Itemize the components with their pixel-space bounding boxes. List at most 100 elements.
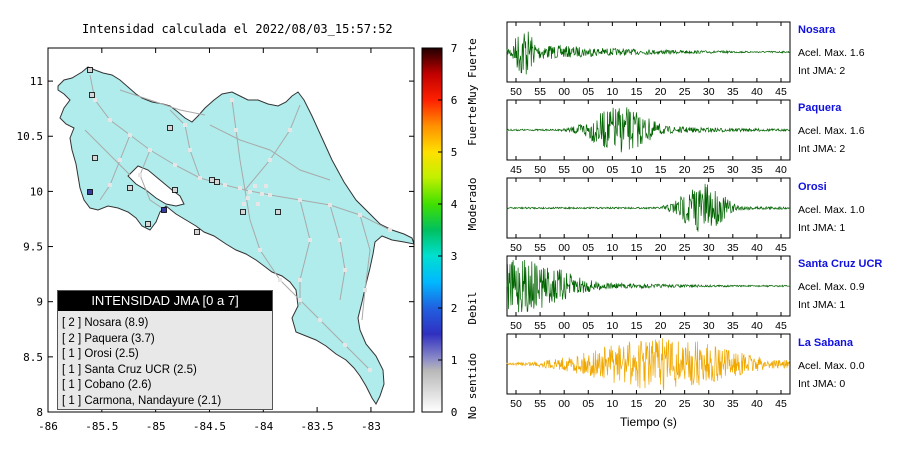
road [231, 99, 246, 191]
waveform-x-tick-label: 45 [775, 320, 787, 332]
station-marker [172, 187, 178, 193]
waveform-x-tick-label: 20 [655, 242, 667, 254]
waveform-panel: 50 55 00 05 10 15 20 25 30 35 40 45 [506, 333, 791, 410]
town-marker [230, 98, 234, 102]
x-axis-label: Tiempo (s) [620, 415, 677, 429]
waveform-panel: 50 55 00 05 10 15 20 25 30 35 40 45 [506, 21, 791, 98]
waveform-x-tick-label: 25 [679, 242, 691, 254]
colorbar-category-label: Muy Fuerte [466, 38, 479, 104]
waveform-x-tick-label: 50 [534, 164, 546, 176]
town-marker [242, 202, 246, 206]
road [84, 129, 131, 176]
intensity-colorbar: 0 1 2 3 4 5 6 7 No sentido Debil Moderado Fuerte Muy… [421, 38, 479, 419]
station-marker [161, 207, 167, 213]
station-acel-paquera: Acel. Max. 1.6 [798, 125, 865, 137]
town-marker [108, 118, 112, 122]
town-marker [388, 228, 392, 232]
town-marker [264, 184, 268, 188]
waveform-x-tick-label: 55 [558, 164, 570, 176]
town-marker [138, 173, 142, 177]
waveform-panel: 50 55 00 05 10 15 20 25 30 35 40 45 [506, 177, 791, 254]
town-marker [198, 176, 202, 180]
road [119, 89, 206, 116]
town-marker [223, 183, 227, 187]
waveform-x-tick-label: 00 [558, 398, 570, 410]
waveform-x-tick-label: 35 [727, 86, 739, 98]
town-marker [260, 192, 264, 196]
legend-item: [ 2 ] Paquera (3.7) [62, 332, 155, 345]
waveform-x-tick-label: 50 [510, 398, 522, 410]
waveform-x-tick-label: 00 [558, 86, 570, 98]
waveform-x-tick-label: 15 [631, 86, 643, 98]
map-frame [47, 47, 415, 413]
waveform-x-tick-label: 30 [727, 164, 739, 176]
waveform-panel: 45 50 55 00 05 10 15 20 25 30 35 40 [506, 99, 791, 176]
waveform-x-tick-label: 10 [607, 242, 619, 254]
waveform-x-tick-label: 15 [655, 164, 667, 176]
town-marker [298, 198, 302, 202]
town-marker [238, 186, 242, 190]
road [244, 189, 371, 371]
waveform-x-tick-label: 45 [775, 86, 787, 98]
colorbar-tick-label: 4 [451, 198, 458, 211]
waveform-x-tick-label: 40 [751, 398, 763, 410]
waveform-trace [506, 31, 791, 75]
station-acel-la-sabana: Acel. Max. 0.0 [798, 360, 865, 372]
station-name-orosi: Orosi [798, 181, 827, 193]
waveform-x-tick-label: 20 [655, 320, 667, 332]
waveform-x-tick-label: 35 [727, 320, 739, 332]
waveform-x-tick-label: 45 [775, 242, 787, 254]
waveform-x-tick-label: 40 [775, 164, 787, 176]
waveform-x-tick-label: 55 [534, 86, 546, 98]
town-marker [268, 193, 272, 197]
town-marker [148, 148, 152, 152]
town-marker [234, 128, 238, 132]
waveform-x-tick-label: 55 [534, 398, 546, 410]
station-name-santa-cruz: Santa Cruz UCR [798, 258, 883, 270]
waveform-x-tick-label: 45 [510, 164, 522, 176]
town-marker [253, 184, 257, 188]
waveform-x-tick-label: 40 [751, 86, 763, 98]
station-jma-santa-cruz: Int JMA: 1 [798, 299, 846, 311]
town-marker [183, 123, 187, 127]
station-name-paquera: Paquera [798, 102, 842, 114]
waveform-x-tick-label: 15 [631, 242, 643, 254]
waveform-x-tick-label: 25 [679, 398, 691, 410]
colorbar-gradient [421, 47, 443, 413]
station-acel-santa-cruz: Acel. Max. 0.9 [798, 281, 865, 293]
colorbar-tick-label: 5 [451, 146, 458, 159]
waveform-trace [506, 338, 791, 391]
colorbar-tick-label: 0 [451, 406, 458, 419]
road [299, 199, 311, 305]
waveform-x-tick-label: 55 [534, 320, 546, 332]
costa-rica-landmass [57, 66, 415, 405]
map-x-tick-label: -83.5 [301, 420, 334, 433]
station-marker [145, 221, 151, 227]
legend-item: [ 1 ] Carmona, Nandayure (2.1) [62, 394, 222, 407]
town-marker [128, 133, 132, 137]
station-marker [240, 209, 246, 215]
waveform-panels: 50 55 00 05 10 15 20 25 30 35 40 45 45 50 55 00 05 10 15 20… [506, 21, 791, 410]
map-axes: -86 -85.5 -85 -84.5 -84 -83.5 -83 11 10.5 10 9.5 9 8… [17, 48, 414, 433]
colorbar-tick-label: 3 [451, 250, 458, 263]
town-marker [308, 238, 312, 242]
town-marker [343, 343, 347, 347]
waveform-x-tick-label: 25 [703, 164, 715, 176]
station-marker [167, 125, 173, 131]
map-x-tick-label: -84.5 [193, 420, 226, 433]
waveform-x-tick-label: 05 [582, 86, 594, 98]
waveform-x-tick-label: 35 [727, 242, 739, 254]
legend-title: INTENSIDAD JMA [0 a 7] [58, 291, 272, 311]
town-marker [298, 298, 302, 302]
road [329, 204, 346, 301]
road [359, 214, 371, 321]
town-marker [246, 196, 250, 200]
station-acel-orosi: Acel. Max. 1.0 [798, 204, 865, 216]
waveform-x-tick-label: 55 [534, 242, 546, 254]
map-y-tick-label: 9 [36, 296, 43, 309]
town-marker [268, 158, 272, 162]
map-y-tick-label: 11 [30, 75, 43, 88]
town-marker [248, 190, 252, 194]
map-x-tick-label: -84 [253, 420, 273, 433]
